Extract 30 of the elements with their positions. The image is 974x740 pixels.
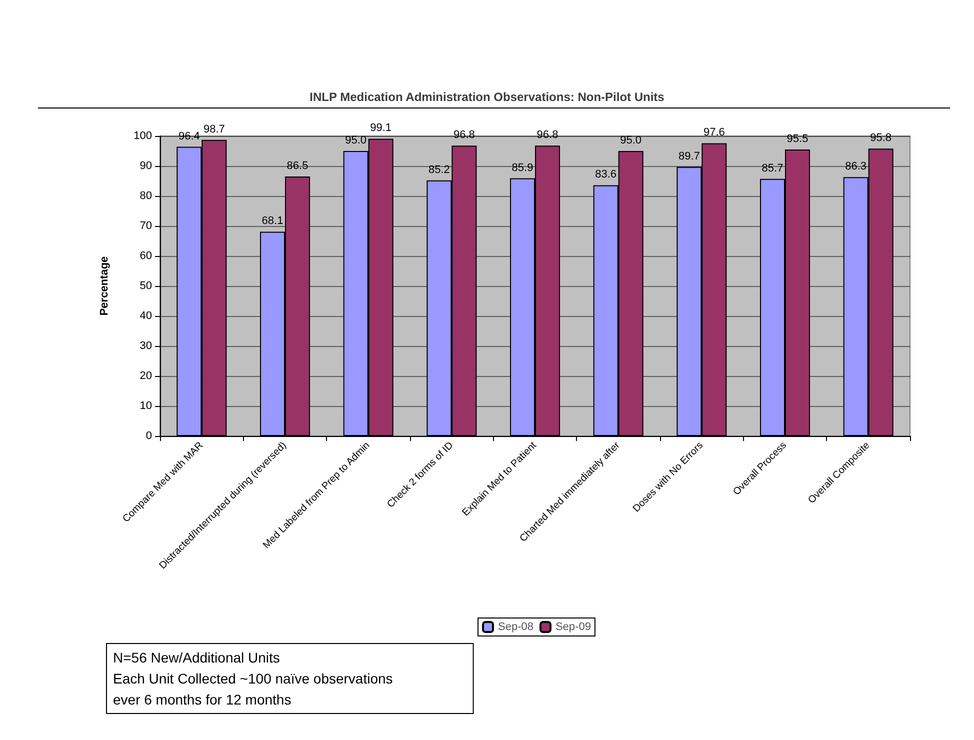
y-axis-title: Percentage (98, 256, 110, 316)
data-label: 97.6 (703, 126, 725, 139)
data-label: 85.7 (762, 162, 784, 174)
legend-label: Sep-08 (498, 621, 534, 633)
y-tick-label: 40 (140, 310, 152, 322)
data-label: 95.0 (345, 134, 367, 146)
y-tick-label: 70 (140, 220, 152, 232)
y-tick-label: 80 (140, 190, 152, 202)
y-tick-label: 0 (146, 430, 152, 442)
y-tick-label: 20 (140, 370, 152, 382)
data-label: 86.3 (845, 160, 867, 173)
chart-title: INLP Medication Administration Observations: Non-Pilot Units (310, 90, 665, 104)
data-label: 83.6 (595, 168, 617, 181)
y-tick-label: 60 (140, 250, 152, 262)
y-tick-label: 90 (140, 160, 152, 172)
data-label: 85.9 (512, 162, 534, 174)
data-label: 98.7 (203, 123, 225, 136)
text: N=56 New/Additional Units Each Unit Collected ~100 naïve observations ever 6 months for 12 months (113, 650, 393, 708)
data-label: 99.1 (370, 122, 392, 134)
data-label: 95.5 (786, 133, 808, 145)
legend-label: Sep-09 (555, 621, 591, 633)
data-label: 95.0 (620, 134, 642, 146)
data-label: 68.1 (262, 215, 284, 228)
data-label: 86.5 (286, 160, 308, 172)
y-tick-label: 10 (140, 400, 152, 412)
data-label: 89.7 (678, 150, 700, 162)
y-tick-label: 100 (134, 130, 152, 142)
y-tick-label: 30 (140, 340, 152, 352)
y-tick-label: 50 (140, 280, 152, 292)
data-label: 85.2 (428, 164, 450, 176)
